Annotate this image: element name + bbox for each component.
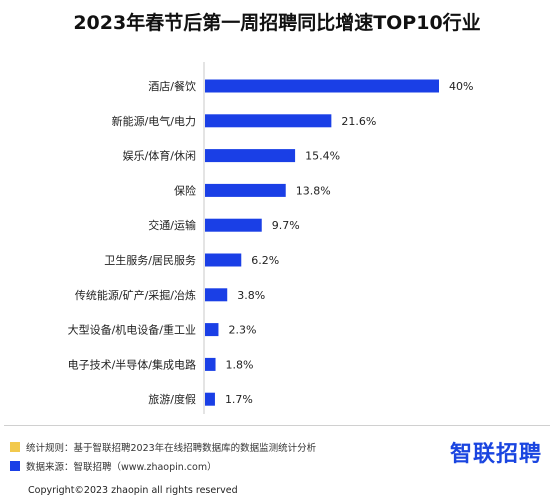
value-label: 9.7%: [272, 219, 300, 232]
legend-source: 数据来源：智联招聘（www.zhaopin.com）: [10, 459, 217, 473]
value-label: 6.2%: [251, 254, 279, 267]
category-label: 传统能源/矿产/采掘/冶炼: [75, 288, 196, 302]
bar: [205, 253, 242, 267]
value-label: 1.8%: [226, 358, 254, 371]
category-label: 保险: [174, 183, 196, 197]
bar: [205, 357, 216, 371]
legend-source-text: 数据来源：智联招聘（www.zhaopin.com）: [26, 462, 217, 473]
bar-chart: 酒店/餐饮 40% 新能源/电气/电力 21.6% 娱乐/体育/休闲 15.4% 保险 13.…: [68, 62, 473, 414]
value-label: 2.3%: [228, 324, 256, 337]
legend-rule: 统计规则：基于智联招聘2023年在线招聘数据库的数据监测统计分析: [10, 440, 316, 454]
bar: [205, 392, 215, 406]
bar: [205, 149, 296, 163]
bar: [205, 218, 262, 232]
category-label: 旅游/度假: [148, 392, 196, 406]
value-label: 13.8%: [296, 184, 331, 197]
value-label: 15.4%: [305, 150, 340, 163]
chart-title: 2023年春节后第一周招聘同比增速TOP10行业: [73, 12, 481, 34]
bar: [205, 323, 219, 337]
legend-rule-text: 统计规则：基于智联招聘2023年在线招聘数据库的数据监测统计分析: [26, 443, 317, 454]
category-label: 酒店/餐饮: [148, 79, 196, 93]
value-label: 1.7%: [225, 393, 253, 406]
category-label: 交通/运输: [148, 218, 196, 232]
value-label: 21.6%: [341, 115, 376, 128]
bar: [205, 114, 332, 128]
category-label: 娱乐/体育/休闲: [123, 149, 196, 163]
category-label: 新能源/电气/电力: [112, 114, 196, 128]
legend-source-swatch: [10, 461, 20, 471]
value-label: 3.8%: [237, 289, 265, 302]
category-label: 电子技术/半导体/集成电路: [68, 357, 196, 371]
category-label: 大型设备/机电设备/重工业: [68, 323, 196, 337]
footer-divider: [4, 425, 550, 426]
copyright-text: Copyright©2023 zhaopin all rights reserv…: [28, 485, 238, 496]
value-label: 40%: [449, 80, 473, 93]
legend-rule-swatch: [10, 442, 20, 452]
brand-logo: 智联招聘: [449, 442, 542, 467]
bar: [205, 183, 286, 197]
bar: [205, 79, 439, 93]
bar: [205, 288, 228, 302]
category-label: 卫生服务/居民服务: [104, 253, 196, 267]
